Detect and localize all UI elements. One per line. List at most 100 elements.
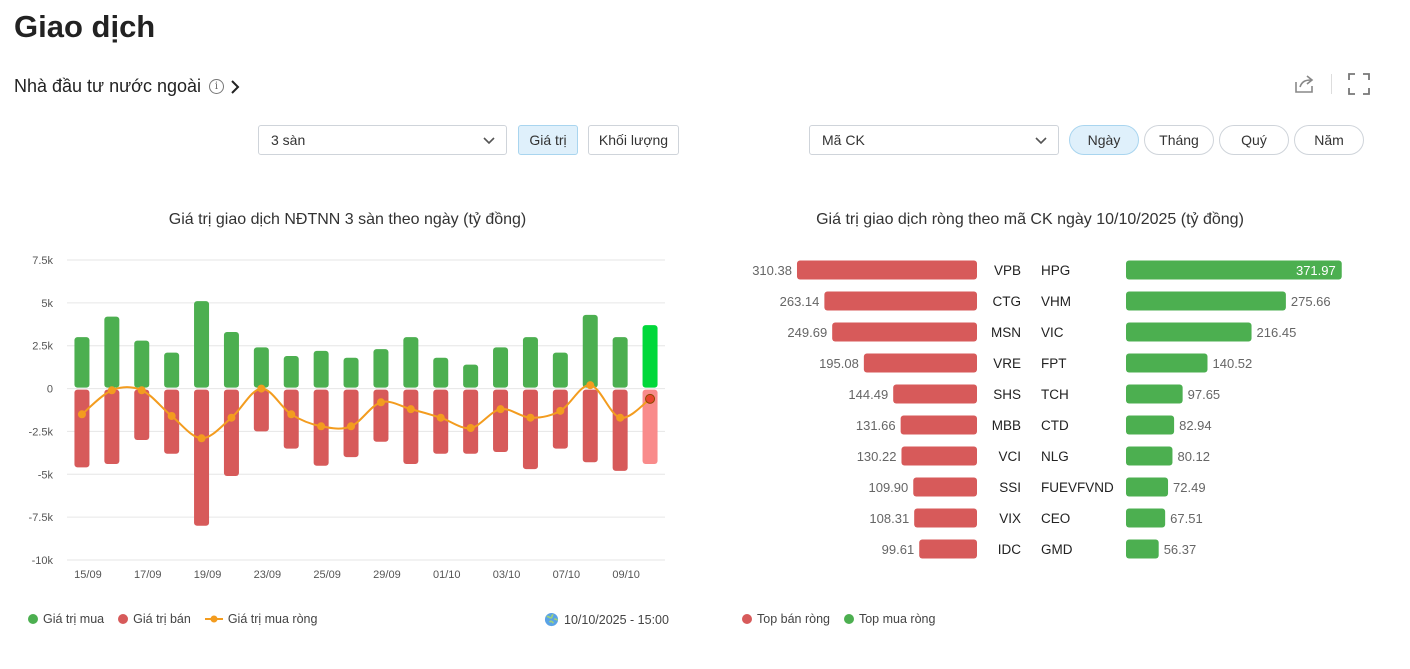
sell-bar — [403, 389, 419, 464]
buy-ticker: CEO — [1041, 511, 1070, 526]
y-tick-label: 2.5k — [32, 341, 53, 353]
net-point — [347, 422, 356, 431]
sell-bar — [901, 446, 977, 466]
toolbar — [1293, 73, 1370, 95]
sell-bar — [194, 389, 210, 526]
y-tick-label: 0 — [47, 384, 53, 396]
buy-value-label: 140.52 — [1213, 356, 1253, 371]
sell-bar — [893, 384, 977, 404]
volume-button[interactable]: Khối lượng — [588, 125, 679, 155]
sell-bar — [914, 508, 977, 528]
sell-value-label: 144.49 — [848, 387, 888, 402]
buy-bar — [1126, 446, 1173, 466]
divider — [1331, 74, 1332, 94]
sell-bar — [612, 389, 628, 471]
section-title-link[interactable]: Nhà đầu tư nước ngoài i — [14, 76, 240, 97]
y-tick-label: 5k — [41, 298, 53, 310]
sell-value-label: 131.66 — [856, 418, 896, 433]
sell-value-label: 249.69 — [787, 325, 827, 340]
info-icon[interactable]: i — [209, 79, 225, 94]
buy-bar — [74, 337, 90, 388]
exchange-select[interactable]: 3 sàn — [258, 125, 507, 155]
chevron-down-icon — [1035, 137, 1047, 145]
y-tick-label: -2.5k — [29, 426, 54, 438]
buy-value-label: 371.97 — [1296, 263, 1336, 278]
net-point — [645, 393, 656, 404]
buy-bar — [1126, 260, 1342, 280]
legend-top-sell[interactable]: Top bán ròng — [742, 612, 830, 626]
sell-bar — [796, 260, 977, 280]
x-tick-label: 17/09 — [134, 569, 162, 581]
sell-bar — [283, 389, 299, 449]
net-point — [376, 398, 385, 407]
sell-ticker: MBB — [992, 418, 1021, 433]
sell-bar — [832, 322, 977, 342]
period-day[interactable]: Ngày — [1069, 125, 1139, 155]
sell-value-label: 109.90 — [868, 480, 908, 495]
x-tick-label: 09/10 — [612, 569, 640, 581]
legend-net[interactable]: Giá trị mua ròng — [204, 612, 317, 626]
stock-select[interactable]: Mã CK — [809, 125, 1059, 155]
section-title: Nhà đầu tư nước ngoài — [14, 76, 202, 96]
sell-value-label: 130.22 — [857, 449, 897, 464]
x-tick-label: 15/09 — [74, 569, 102, 581]
buy-bar — [1126, 477, 1169, 497]
sell-bar — [824, 291, 977, 311]
buy-value-label: 80.12 — [1177, 449, 1210, 464]
buy-value-label: 216.45 — [1257, 325, 1297, 340]
x-tick-label: 07/10 — [553, 569, 581, 581]
sell-bar — [913, 477, 977, 497]
x-tick-label: 29/09 — [373, 569, 401, 581]
buy-ticker: FUEVFVND — [1041, 480, 1114, 495]
buy-value-label: 72.49 — [1173, 480, 1206, 495]
legend-net-marker — [204, 615, 223, 623]
buy-bar — [373, 349, 389, 388]
sell-ticker: VPB — [994, 263, 1021, 278]
legend-top-buy-label: Top mua ròng — [858, 612, 936, 626]
period-month[interactable]: Tháng — [1144, 125, 1214, 155]
buy-value-label: 67.51 — [1170, 511, 1203, 526]
buy-bar — [223, 332, 239, 388]
sell-bar — [253, 389, 269, 432]
legend-top-buy[interactable]: Top mua ròng — [843, 612, 936, 626]
buy-ticker: VIC — [1041, 325, 1064, 340]
sell-bar — [582, 389, 598, 463]
chevron-right-icon[interactable] — [230, 79, 240, 94]
daily-trade-chart: 7.5k 5k 2.5k 0 -2.5k -5k -7.5k -10k 15/09 17/09 1… — [29, 255, 665, 581]
legend-buy[interactable]: Giá trị mua — [28, 612, 104, 626]
buy-bar — [1126, 539, 1159, 559]
share-icon[interactable] — [1293, 73, 1315, 95]
buy-bar — [582, 314, 598, 388]
net-point — [586, 381, 595, 390]
period-quarter[interactable]: Quý — [1219, 125, 1289, 155]
legend-top-buy-dot — [843, 614, 854, 624]
value-button[interactable]: Giá trị — [518, 125, 578, 155]
buy-bar — [642, 325, 658, 388]
buy-bar — [164, 352, 180, 388]
legend-top-sell-dot — [742, 614, 752, 624]
legend-sell-label: Giá trị bán — [133, 612, 191, 626]
x-tick-label: 23/09 — [254, 569, 282, 581]
y-tick-label: -7.5k — [29, 512, 54, 524]
buy-bar — [1126, 384, 1183, 404]
net-point — [107, 386, 116, 395]
buy-bar — [313, 350, 329, 388]
sell-ticker: IDC — [998, 542, 1022, 557]
sell-bar — [373, 389, 389, 442]
period-year[interactable]: Năm — [1294, 125, 1364, 155]
buy-bar — [1126, 508, 1166, 528]
buy-ticker: CTD — [1041, 418, 1069, 433]
buy-bar — [493, 347, 509, 388]
buy-value-label: 275.66 — [1291, 294, 1331, 309]
net-point — [616, 413, 625, 422]
net-point — [526, 413, 535, 422]
net-point — [556, 406, 565, 415]
legend-sell[interactable]: Giá trị bán — [118, 612, 191, 626]
stock-select-value: Mã CK — [822, 132, 865, 148]
sell-value-label: 263.14 — [780, 294, 820, 309]
buy-ticker: VHM — [1041, 294, 1071, 309]
globe-icon — [544, 612, 559, 627]
buy-ticker: TCH — [1041, 387, 1069, 402]
buy-ticker: NLG — [1041, 449, 1069, 464]
fullscreen-icon[interactable] — [1348, 73, 1370, 95]
